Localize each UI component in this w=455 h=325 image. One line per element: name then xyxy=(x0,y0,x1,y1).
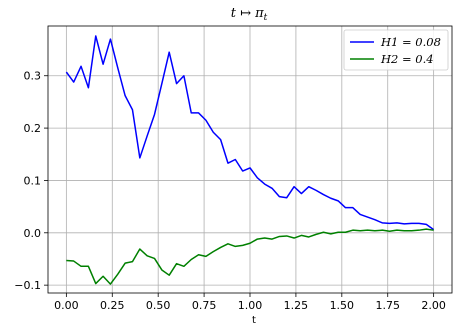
x-axis-label: t xyxy=(252,315,256,325)
legend-label-2: H2 = 0.4 xyxy=(380,52,434,66)
y-tick-label: 0.0 xyxy=(24,227,42,240)
x-axis: 0.00 0.25 0.50 0.75 1.00 1.25 1.50 1.75 2.00 xyxy=(54,293,446,312)
y-axis: −0.1 0.0 0.1 0.2 0.3 xyxy=(14,70,48,292)
y-tick-label: 0.3 xyxy=(24,70,42,83)
x-tick-label: 0.25 xyxy=(100,299,125,312)
x-tick-label: 1.75 xyxy=(375,299,400,312)
x-tick-label: 0.50 xyxy=(146,299,171,312)
x-tick-label: 1.25 xyxy=(284,299,309,312)
legend: H1 = 0.08 H2 = 0.4 xyxy=(343,29,449,71)
series-line-1 xyxy=(65,35,435,231)
grid-lines xyxy=(48,26,452,293)
y-tick-label: 0.1 xyxy=(24,174,42,187)
x-tick-label: 2.00 xyxy=(421,299,446,312)
x-tick-label: 1.50 xyxy=(330,299,355,312)
series-lines xyxy=(65,35,435,285)
x-tick-label: 0.00 xyxy=(54,299,79,312)
chart-title: t ↦ πt xyxy=(231,6,268,23)
x-tick-label: 1.00 xyxy=(238,299,263,312)
legend-label-1: H1 = 0.08 xyxy=(380,35,441,49)
legend-box xyxy=(343,29,449,71)
series-line-2 xyxy=(66,228,434,285)
y-tick-label: −0.1 xyxy=(14,279,41,292)
y-tick-label: 0.2 xyxy=(24,122,42,135)
x-tick-label: 0.75 xyxy=(192,299,217,312)
